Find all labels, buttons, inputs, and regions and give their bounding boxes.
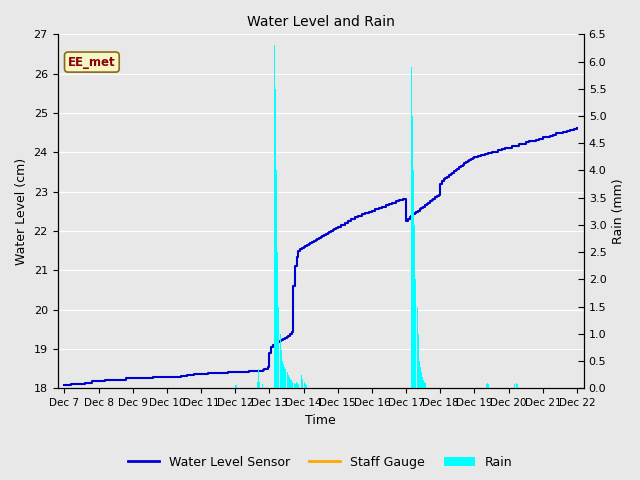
Legend: Water Level Sensor, Staff Gauge, Rain: Water Level Sensor, Staff Gauge, Rain xyxy=(123,451,517,474)
Bar xyxy=(301,375,302,388)
Bar xyxy=(487,383,488,388)
Bar xyxy=(486,384,487,388)
Bar xyxy=(262,384,263,388)
Bar xyxy=(414,225,415,388)
Bar xyxy=(290,379,291,388)
Y-axis label: Rain (mm): Rain (mm) xyxy=(612,179,625,244)
Bar xyxy=(413,170,414,388)
Bar xyxy=(421,372,422,388)
Bar xyxy=(289,377,290,388)
Text: EE_met: EE_met xyxy=(68,56,116,69)
Bar xyxy=(294,384,296,388)
Bar xyxy=(304,382,305,388)
Bar xyxy=(422,377,423,388)
Bar xyxy=(287,372,288,388)
Bar xyxy=(415,279,416,388)
Title: Water Level and Rain: Water Level and Rain xyxy=(247,15,395,29)
Bar xyxy=(258,369,259,388)
Bar xyxy=(412,116,413,388)
Bar xyxy=(288,375,289,388)
Bar xyxy=(292,382,293,388)
Bar xyxy=(297,383,298,388)
Bar xyxy=(236,384,237,388)
Bar xyxy=(274,45,275,388)
Bar xyxy=(278,307,280,388)
Bar xyxy=(284,367,285,388)
Y-axis label: Water Level (cm): Water Level (cm) xyxy=(15,158,28,265)
Bar xyxy=(419,361,420,388)
Bar xyxy=(516,384,518,388)
Bar xyxy=(257,382,258,388)
Bar xyxy=(488,384,490,388)
Bar xyxy=(298,384,299,388)
Bar xyxy=(281,350,282,388)
Bar xyxy=(291,380,292,388)
Bar xyxy=(417,334,419,388)
Bar xyxy=(420,367,421,388)
Bar xyxy=(411,67,412,388)
Bar xyxy=(280,334,281,388)
Bar xyxy=(305,384,306,388)
Bar xyxy=(302,379,303,388)
Bar xyxy=(276,170,278,388)
Bar xyxy=(285,369,286,388)
Bar xyxy=(424,382,426,388)
X-axis label: Time: Time xyxy=(305,414,336,427)
Bar xyxy=(306,385,307,388)
Bar xyxy=(275,89,276,388)
Bar xyxy=(259,382,260,388)
Bar xyxy=(282,361,283,388)
